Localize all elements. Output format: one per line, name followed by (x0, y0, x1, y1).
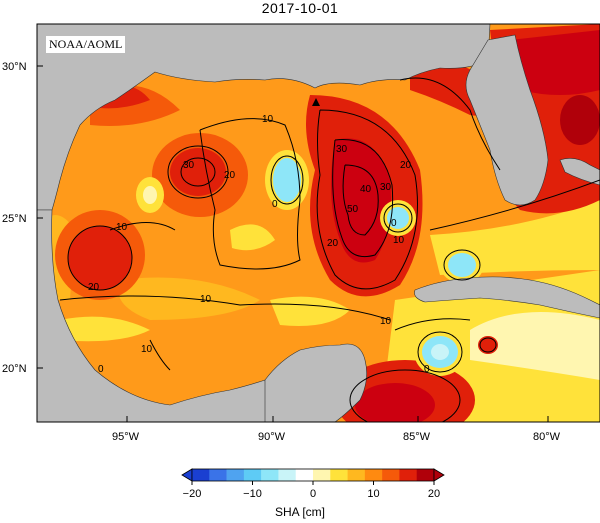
contour-20-nw (167, 145, 229, 199)
contour-30-loop (332, 139, 394, 258)
colorbar: −20 −10 0 10 20 (181, 468, 445, 500)
contour-label: 40 (360, 184, 372, 195)
cold-eddy-4-core (431, 344, 449, 360)
colorbar-label: SHA [cm] (274, 505, 325, 519)
colorbar-cell (243, 469, 262, 481)
cold-eddy-2 (387, 207, 409, 229)
cuba-land (414, 276, 600, 319)
contour-label: 30 (336, 144, 348, 155)
colorbar-cell (295, 469, 314, 481)
colorbar-cell (416, 469, 435, 481)
atlantic-very-hot (510, 30, 600, 95)
contour-label: 30 (183, 160, 195, 171)
map-title: 2017-10-01 (261, 0, 339, 16)
nw-eddy-hot (170, 148, 226, 196)
contour-label: 0 (272, 199, 278, 210)
contour-0-eddy2 (383, 203, 413, 233)
contour-label: 0 (98, 364, 104, 375)
contour-label: 10 (380, 316, 392, 327)
lon-axis: 95°W 90°W 85°W 80°W (112, 416, 561, 443)
colorbar-cell (330, 469, 348, 481)
lat-axis: 30°N 25°N 20°N (2, 61, 43, 375)
contour-label: 10 (200, 294, 212, 305)
contour-40-loop (342, 164, 379, 236)
colorbar-tick-label: 0 (310, 488, 316, 500)
station-triangle-icon (312, 98, 320, 106)
western-eddy-hot (68, 226, 132, 290)
lat-tick-label: 30°N (2, 61, 27, 73)
colorbar-tick-label: −10 (243, 488, 262, 500)
loop-current-core (331, 138, 391, 263)
contour-label: 10 (116, 222, 128, 233)
contour-label: 10 (262, 114, 274, 125)
contour-lines (59, 77, 600, 422)
colorbar-cell (226, 469, 245, 481)
colorbar-tick-label: −20 (183, 488, 202, 500)
contour-label: 20 (88, 282, 100, 293)
contour-label: 0 (424, 364, 430, 375)
cold-eddy-1 (273, 158, 301, 202)
contour-label: 20 (327, 238, 339, 249)
contour-20-west (67, 225, 133, 291)
lon-tick-label: 80°W (533, 431, 561, 443)
credit-label: NOAA/AOML (46, 36, 126, 53)
colorbar-cell (278, 469, 297, 481)
contour-10-sw (149, 339, 171, 371)
cold-eddy-3 (448, 253, 476, 277)
contour-label: 20 (400, 160, 412, 171)
contour-label-group: 10 30 20 0 10 20 30 40 50 20 30 0 10 10 … (88, 114, 430, 375)
map-field: 10 30 20 0 10 20 30 40 50 20 30 0 10 10 … (37, 24, 600, 422)
colorbar-max-arrow (433, 468, 445, 482)
contour-10-east (429, 179, 600, 231)
lon-tick-label: 85°W (403, 431, 431, 443)
colorbar-cell (399, 469, 418, 481)
sw-yellow (60, 316, 150, 342)
colorbar-cell (261, 469, 279, 481)
contour-label: 30 (380, 182, 392, 193)
contour-10-caribbean (394, 318, 471, 331)
contour-0-eddy3 (443, 249, 481, 281)
contour-0-eddy1 (270, 155, 304, 205)
lat-tick-label: 25°N (2, 213, 27, 225)
contour-0-eddy4 (417, 331, 463, 373)
colorbar-min-arrow (181, 468, 193, 482)
lon-tick-label: 90°W (258, 431, 286, 443)
contour-10-b (199, 118, 301, 270)
contour-20-loop (316, 109, 418, 290)
mexico-land (37, 209, 271, 422)
contour-10-a (59, 295, 391, 321)
colorbar-cell (382, 469, 400, 481)
map-frame (36, 23, 600, 423)
atlantic-core (560, 95, 600, 145)
lat-tick-label: 20°N (2, 363, 27, 375)
bahamas-land (559, 158, 600, 186)
contour-label: 10 (141, 344, 153, 355)
eddy-yellow-west (230, 224, 275, 251)
contour-20-small (479, 337, 497, 353)
contour-label: 0 (391, 218, 397, 229)
contour-10-c (109, 222, 176, 231)
caribbean-pale (470, 312, 600, 380)
colorbar-tick-label: 20 (428, 488, 440, 500)
florida-land (465, 34, 549, 206)
lon-tick-label: 95°W (112, 431, 140, 443)
colorbar-cell (313, 469, 331, 481)
colorbar-cell (364, 469, 383, 481)
contour-20-ne (399, 77, 501, 171)
yellow-eddy-core (143, 186, 157, 204)
us-gulf-land (37, 24, 491, 211)
small-hot-east (478, 336, 498, 354)
colorbar-cell (347, 469, 366, 481)
south-very-hot (355, 383, 435, 422)
contour-20-south (349, 369, 461, 422)
contour-30-nw (180, 157, 216, 187)
contour-label: 20 (224, 170, 236, 181)
contour-label: 10 (393, 235, 405, 246)
contour-label: 50 (347, 204, 359, 215)
colorbar-tick-label: 10 (367, 488, 379, 500)
colorbar-cell (209, 469, 227, 481)
colorbar-cell (192, 469, 210, 481)
